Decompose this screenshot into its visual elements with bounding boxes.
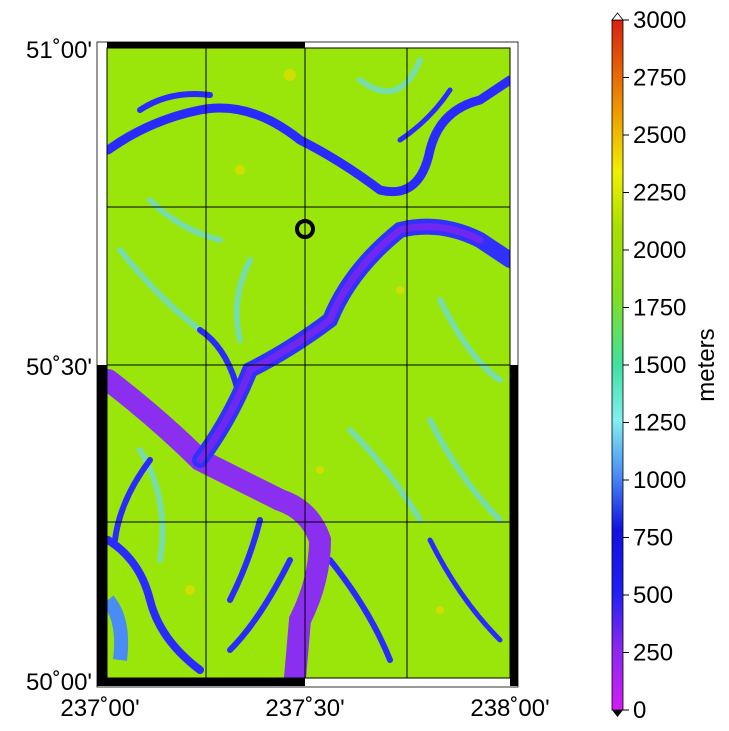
colorbar-tick-label: 1500 [633, 352, 686, 379]
frame-bar [107, 42, 305, 48]
colorbar-tick-label: 3000 [633, 7, 686, 34]
map-border [106, 47, 511, 679]
map-frame [96, 41, 519, 688]
terrain [107, 48, 510, 678]
colorbar-tick-label: 750 [633, 525, 673, 552]
colorbar-tick-label: 2250 [633, 180, 686, 207]
colorbar-tick-label: 2000 [633, 237, 686, 264]
lon-label: 238˚00' [470, 695, 549, 722]
frame-bar [97, 365, 107, 686]
lat-label: 50˚30' [26, 354, 92, 381]
lat-label: 51˚00' [26, 37, 92, 64]
lon-label: 237˚00' [60, 695, 139, 722]
colorbar-tick-label: 1250 [633, 410, 686, 437]
colorbar-tick-label: 2750 [633, 65, 686, 92]
colorbar-tick-label: 0 [633, 697, 646, 724]
frame-bar [107, 678, 305, 686]
colorbar-extend [612, 710, 623, 717]
lon-label: 237˚30' [265, 695, 344, 722]
colorbar-tick-label: 1750 [633, 295, 686, 322]
colorbar-tick-label: 2500 [633, 122, 686, 149]
lat-label: 50˚00' [26, 669, 92, 696]
location-marker [295, 219, 315, 239]
colorbar [611, 19, 624, 711]
colorbar-extend [611, 12, 624, 21]
colorbar-tick-label: 250 [633, 640, 673, 667]
colorbar-tick-label: 1000 [633, 467, 686, 494]
colorbar-label: meters [693, 328, 720, 401]
colorbar-tick-label: 500 [633, 582, 673, 609]
frame-bar [510, 365, 518, 686]
